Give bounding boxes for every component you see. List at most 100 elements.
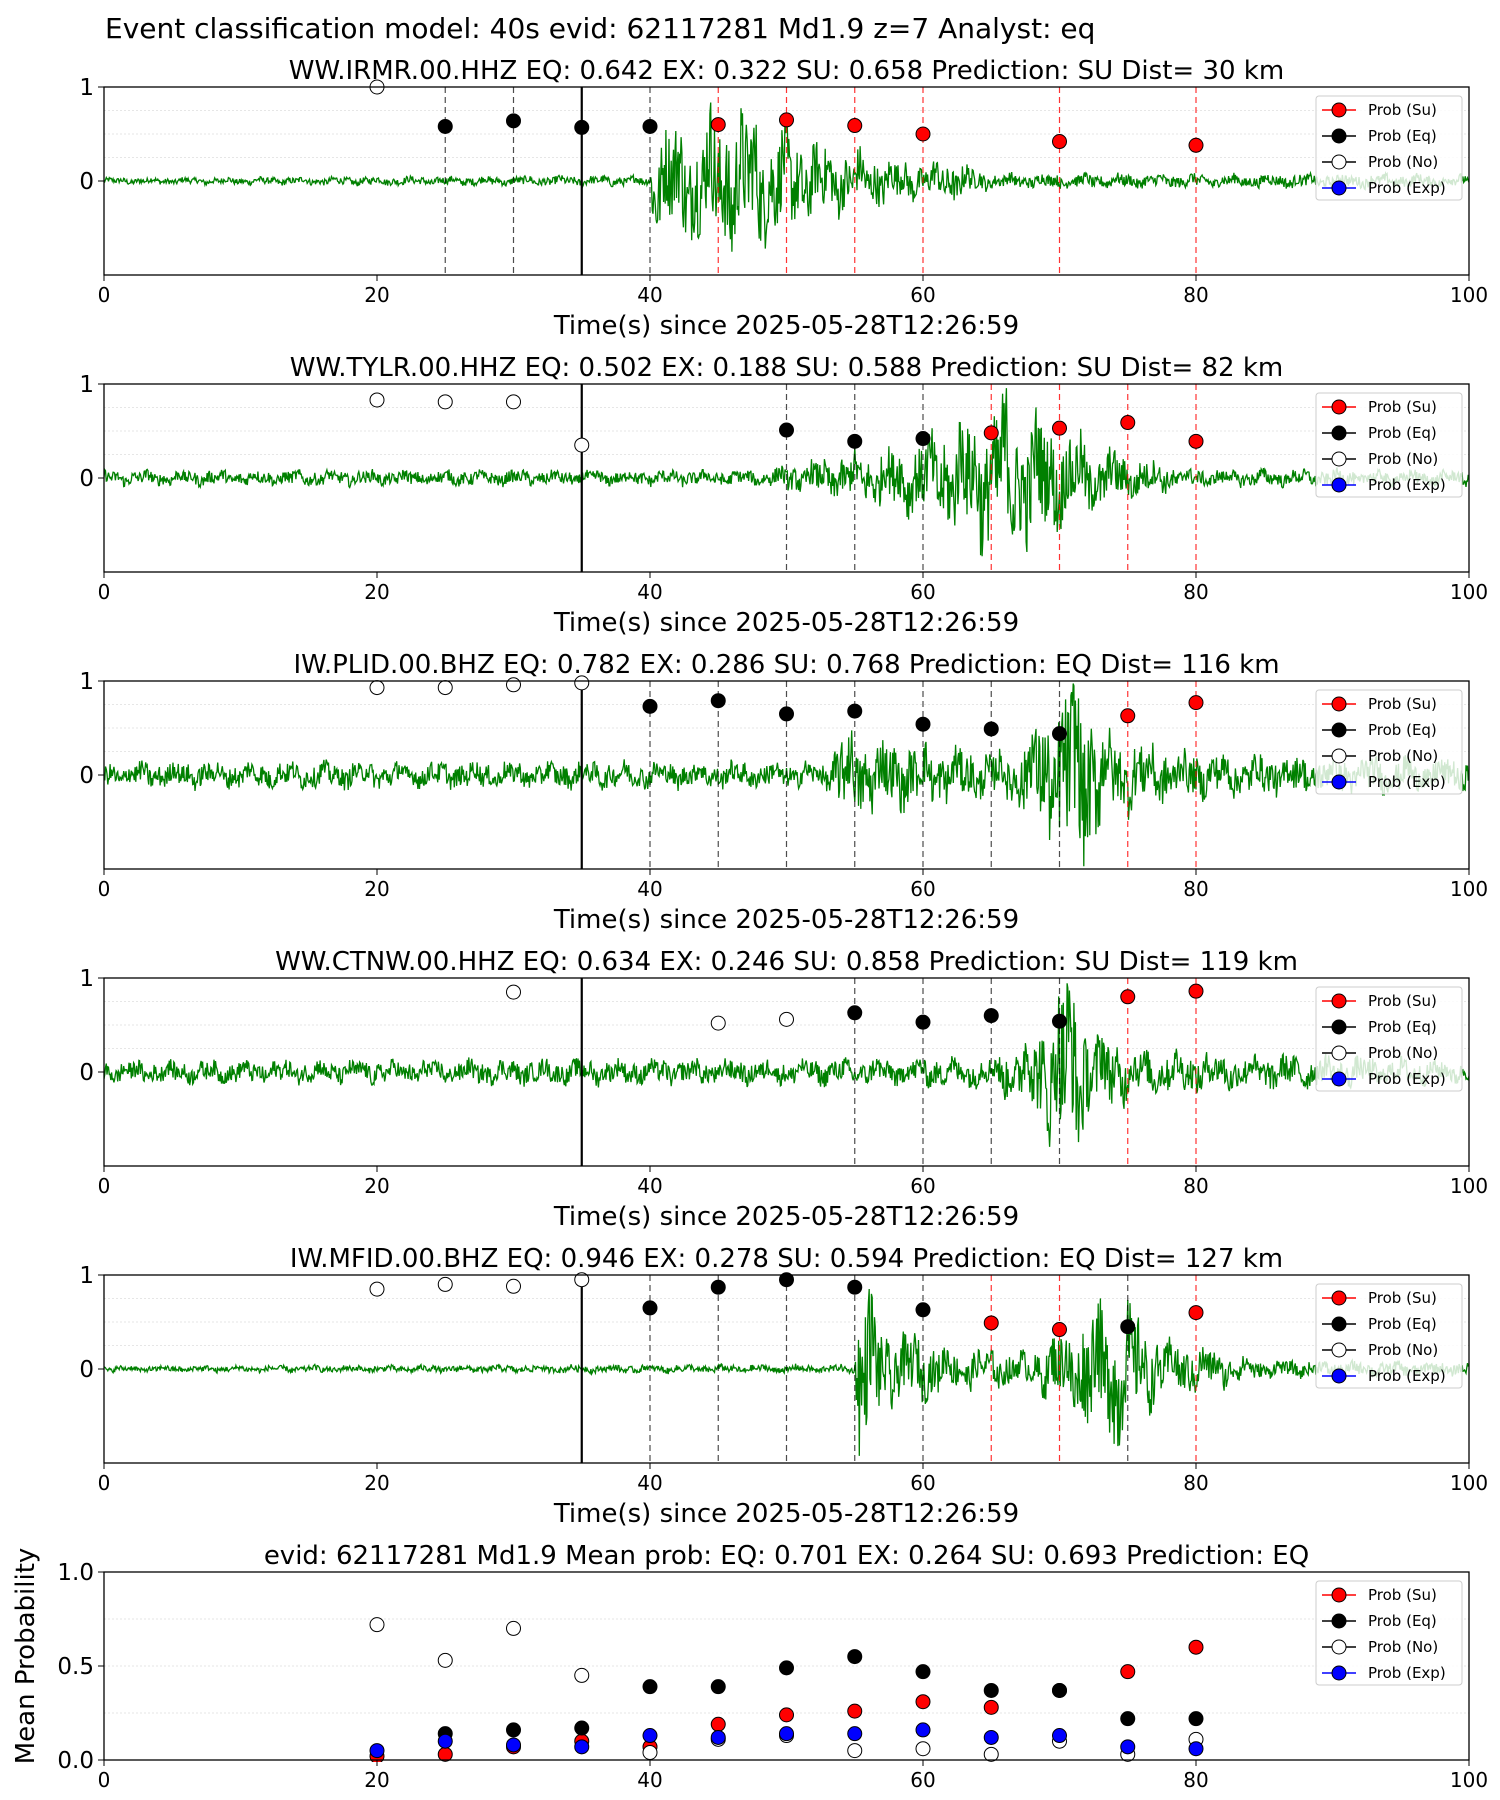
panel-5-point-8: [847, 1279, 863, 1295]
panel-3-point-5: [642, 698, 658, 714]
panel-5-legend-label-exp: Prob (Exp): [1368, 1367, 1446, 1385]
panel-2-legend-marker-su: [1331, 399, 1347, 415]
panel-3-xtick-label: 60: [910, 877, 935, 901]
panel-3-point-8: [847, 703, 863, 719]
mean-point-exp-13: [1188, 1741, 1204, 1757]
panel-1-legend-label-eq: Prob (Eq): [1368, 127, 1437, 145]
mean-legend-label-eq: Prob (Eq): [1368, 1612, 1437, 1630]
mean-xtick-label: 60: [910, 1768, 935, 1792]
panel-2-point-5: [779, 422, 794, 438]
panel-5-point-6: [710, 1279, 726, 1295]
panel-2-legend-marker-exp: [1331, 477, 1347, 493]
panel-4-waveform: [104, 983, 1469, 1147]
panel-4-xtick-label: 20: [364, 1174, 389, 1198]
panel-2-legend-marker-no: [1331, 451, 1347, 467]
mean-point-eq-5: [710, 1679, 726, 1695]
mean-point-eq-8: [915, 1664, 931, 1680]
panel-1-point-10: [1052, 134, 1067, 150]
panel-3-title: IW.PLID.00.BHZ EQ: 0.782 EX: 0.286 SU: 0…: [293, 650, 1279, 680]
mean-point-su-13: [1188, 1639, 1204, 1655]
panel-2-xtick-label: 0: [98, 580, 111, 604]
mean-point-eq-9: [983, 1682, 999, 1698]
mean-point-su-12: [1120, 1664, 1136, 1680]
panel-4-xtick-label: 100: [1450, 1174, 1488, 1198]
panel-4-point-7: [1052, 1013, 1067, 1029]
mean-probability-panel: 1.0 0.5 0.00 20 40 60 80 100 evid: 62117281 Md1.…: [11, 1541, 1488, 1792]
panel-5-xtick-label: 0: [98, 1471, 111, 1495]
panel-4-xlabel: Time(s) since 2025-05-28T12:26:59: [553, 1202, 1019, 1232]
panel-3-xlabel: Time(s) since 2025-05-28T12:26:59: [553, 905, 1019, 935]
mean-xtick-label: 20: [364, 1768, 389, 1792]
panel-4-point-2: [710, 1015, 726, 1031]
mean-point-no-10: [983, 1746, 999, 1762]
panel-4-frame: [103, 977, 1470, 1167]
panel-1-xlabel: Time(s) since 2025-05-28T12:26:59: [553, 311, 1019, 341]
mean-legend-box: [1315, 1580, 1463, 1686]
panel-5-legend-marker-no: [1331, 1342, 1347, 1358]
panel-3-legend-label-no: Prob (No): [1368, 747, 1438, 765]
panel-5-xtick-label: 80: [1183, 1471, 1208, 1495]
panel-4-legend-label-su: Prob (Su): [1368, 992, 1437, 1010]
mean-point-exp-4: [574, 1739, 590, 1755]
panel-2-point-2: [437, 394, 453, 410]
mean-point-no-9: [915, 1741, 931, 1757]
panel-3-point-11: [1052, 726, 1067, 742]
panel-2-legend-label-eq: Prob (Eq): [1368, 424, 1437, 442]
panel-1-xtick-label: 20: [364, 283, 389, 307]
mean-ylabel: Mean Probability: [11, 1548, 41, 1765]
panel-3-point-4: [574, 675, 590, 691]
panel-3-xtick-label: 100: [1450, 877, 1488, 901]
panel-3-point-2: [437, 680, 453, 696]
mean-point-eq-12: [1188, 1711, 1204, 1727]
panel-1-point-2: [437, 118, 453, 134]
panel-3-point-10: [983, 721, 999, 737]
panel-4-ytick-label: 1: [79, 966, 94, 992]
panel-5-point-10: [983, 1315, 999, 1331]
panel-5-point-13: [1188, 1305, 1204, 1321]
figure-title: Event classification model: 40s evid: 62…: [105, 12, 1095, 45]
panel-2-xlabel: Time(s) since 2025-05-28T12:26:59: [553, 608, 1019, 638]
panel-5-xtick-label: 20: [364, 1471, 389, 1495]
mean-point-exp-5: [642, 1728, 658, 1744]
panel-1-point-3: [506, 113, 521, 129]
mean-ytick-label: 0.5: [57, 1654, 94, 1680]
panel-4-title: WW.CTNW.00.HHZ EQ: 0.634 EX: 0.246 SU: 0…: [275, 947, 1298, 977]
panel-1-ytick-label: 1: [79, 75, 94, 101]
panel-5-xtick-label: 60: [910, 1471, 935, 1495]
panel-3-legend-marker-no: [1331, 748, 1347, 764]
panel-1-title: WW.IRMR.00.HHZ EQ: 0.642 EX: 0.322 SU: 0…: [289, 56, 1284, 86]
panel-4-xtick-label: 80: [1183, 1174, 1208, 1198]
mean-xtick-label: 100: [1450, 1768, 1488, 1792]
panel-2-title: WW.TYLR.00.HHZ EQ: 0.502 EX: 0.188 SU: 0…: [290, 353, 1283, 383]
mean-point-eq-7: [847, 1649, 863, 1665]
panel-4-legend-marker-exp: [1331, 1071, 1347, 1087]
panel-5-point-11: [1052, 1322, 1067, 1338]
mean-legend-marker-eq: [1331, 1613, 1347, 1629]
mean-xtick-label: 0: [98, 1768, 111, 1792]
mean-ytick-label: 0.0: [57, 1748, 94, 1774]
panel-5-point-5: [642, 1300, 658, 1316]
panel-3-xtick-label: 20: [364, 877, 389, 901]
mean-point-su-8: [847, 1703, 863, 1719]
panel-4-ytick-label: 0: [79, 1060, 94, 1086]
mean-point-exp-9: [915, 1722, 931, 1738]
panel-4-point-4: [847, 1005, 863, 1021]
panel-1-point-9: [915, 126, 931, 142]
panel-2-xtick-label: 20: [364, 580, 389, 604]
panel-4-xtick-label: 40: [637, 1174, 662, 1198]
panel-2-legend-box: [1315, 392, 1463, 498]
panel-2-point-7: [915, 431, 931, 447]
panel-5-xtick-label: 40: [637, 1471, 662, 1495]
mean-point-exp-6: [710, 1729, 726, 1745]
mean-point-eq-11: [1120, 1711, 1136, 1727]
panel-1-legend-label-su: Prob (Su): [1368, 101, 1437, 119]
panel-4-point-8: [1120, 989, 1136, 1005]
mean-xtick-label: 80: [1183, 1768, 1208, 1792]
mean-legend-label-exp: Prob (Exp): [1368, 1664, 1446, 1682]
panel-2-xtick-label: 100: [1450, 580, 1488, 604]
panel-4-xtick-label: 60: [910, 1174, 935, 1198]
panel-4-legend-marker-su: [1331, 993, 1347, 1009]
